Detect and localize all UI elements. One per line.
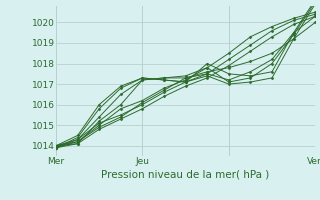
X-axis label: Pression niveau de la mer( hPa ): Pression niveau de la mer( hPa ) bbox=[101, 169, 270, 179]
